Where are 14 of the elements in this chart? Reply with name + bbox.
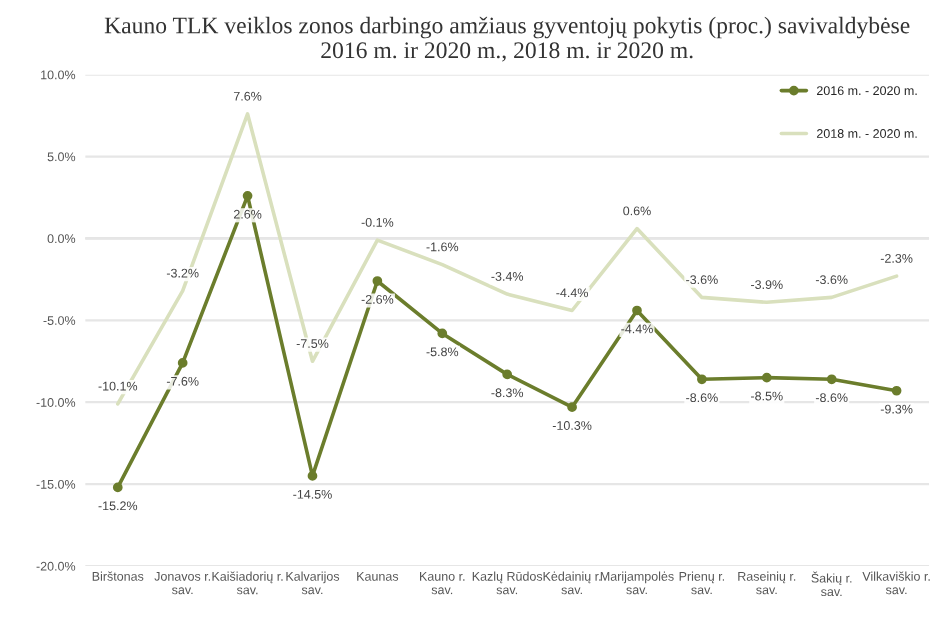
point — [372, 276, 383, 286]
point — [242, 190, 253, 201]
point — [502, 369, 513, 380]
point — [307, 471, 318, 481]
point — [632, 305, 642, 316]
point — [891, 385, 902, 396]
point — [112, 482, 123, 493]
point — [761, 372, 772, 383]
point — [697, 374, 707, 385]
point — [177, 358, 188, 368]
chart-title: Kauno TLK veiklos zonos darbingo amžiaus gyventojų pokytis (proc.) savivaldybėse 2016 m. ir 2020 m., 2018 m. ir 2020 m. — [104, 16, 910, 62]
point — [567, 402, 577, 412]
point — [826, 374, 837, 385]
point — [437, 328, 448, 339]
